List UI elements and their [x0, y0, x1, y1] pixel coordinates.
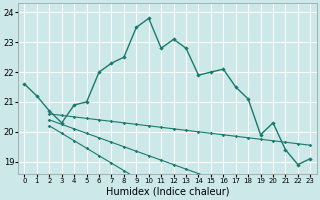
- X-axis label: Humidex (Indice chaleur): Humidex (Indice chaleur): [106, 187, 229, 197]
